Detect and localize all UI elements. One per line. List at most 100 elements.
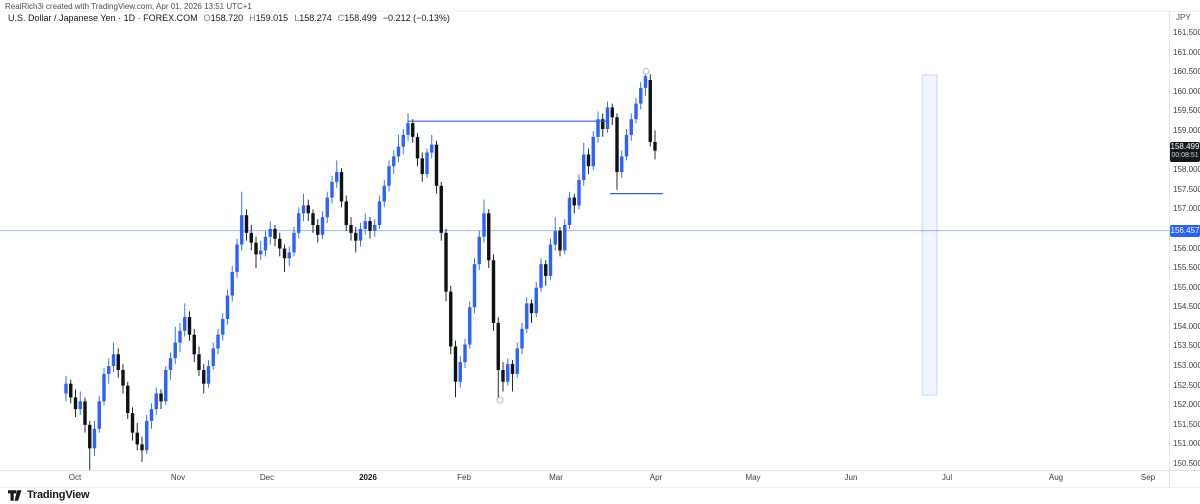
candle[interactable] [211,342,215,370]
candle[interactable] [145,415,149,455]
candle[interactable] [306,199,310,222]
candle[interactable] [83,397,87,433]
candle[interactable] [586,148,591,175]
candle[interactable] [406,113,410,141]
candle[interactable] [648,74,652,147]
candle[interactable] [548,238,553,280]
candle[interactable] [259,240,263,261]
candle[interactable] [287,246,291,267]
candle[interactable] [140,436,144,463]
candle[interactable] [159,389,163,410]
candle[interactable] [591,130,595,171]
candle[interactable] [420,152,424,182]
candle[interactable] [297,207,301,239]
candle[interactable] [102,368,106,406]
candle[interactable] [396,134,401,163]
candle[interactable] [97,395,101,433]
candle[interactable] [111,342,116,372]
candle[interactable] [387,160,391,192]
candle[interactable] [230,266,234,302]
candle[interactable] [225,289,230,325]
candle[interactable] [254,236,258,269]
candle[interactable] [605,101,610,133]
candle[interactable] [249,225,253,251]
candle[interactable] [377,195,382,229]
candle[interactable] [491,254,496,331]
drawing-anchor-point[interactable] [496,396,504,404]
candle[interactable] [463,338,467,369]
candle[interactable] [411,119,415,143]
candle[interactable] [430,134,434,159]
candle[interactable] [596,111,600,143]
candle[interactable] [273,225,277,247]
candle[interactable] [610,103,614,126]
drawing-anchor-point[interactable] [642,67,650,75]
candle[interactable] [558,226,562,257]
candle[interactable] [325,191,329,224]
candle[interactable] [458,356,462,388]
candle[interactable] [88,420,92,470]
candle[interactable] [582,142,586,186]
candle[interactable] [553,217,557,251]
candle[interactable] [572,193,576,214]
candle[interactable] [373,219,377,237]
candle[interactable] [563,219,567,255]
candle[interactable] [344,195,348,231]
candle[interactable] [539,258,543,292]
candle[interactable] [544,260,548,286]
candle[interactable] [534,281,538,318]
candle[interactable] [216,328,220,355]
candle[interactable] [154,387,158,416]
candle[interactable] [453,340,458,398]
candle[interactable] [525,297,529,333]
candle[interactable] [178,322,182,353]
candle[interactable] [425,148,429,178]
candle[interactable] [126,381,130,419]
candle[interactable] [292,226,296,257]
candle[interactable] [392,150,396,175]
candle[interactable] [116,348,120,378]
candle[interactable] [515,342,519,378]
symbol-title[interactable]: U.S. Dollar / Japanese Yen · 1D · FOREX.… [8,13,198,23]
tradingview-logo[interactable]: TradingView [8,489,90,501]
candle[interactable] [510,360,515,392]
candle[interactable] [482,199,486,243]
candle[interactable] [197,346,201,376]
candle[interactable] [349,217,353,241]
candle[interactable] [487,209,491,269]
candle[interactable] [69,379,73,404]
candle[interactable] [577,174,581,210]
candle[interactable] [221,313,225,341]
candle[interactable] [168,352,173,380]
candle[interactable] [330,176,334,204]
candle[interactable] [615,113,619,190]
candle[interactable] [206,360,211,388]
candle[interactable] [244,209,249,241]
candle[interactable] [183,303,187,337]
candle[interactable] [639,82,643,110]
candle[interactable] [335,160,339,188]
candle[interactable] [449,285,453,355]
candle[interactable] [382,179,386,208]
candle[interactable] [401,129,405,155]
candle[interactable] [444,228,448,302]
candle[interactable] [240,191,244,251]
candle[interactable] [282,244,287,273]
candle[interactable] [439,181,443,241]
candle[interactable] [434,140,439,194]
candle[interactable] [130,407,135,441]
candle[interactable] [501,362,505,392]
candle[interactable] [472,258,477,314]
candle[interactable] [629,113,633,141]
candle[interactable] [92,420,97,457]
candle[interactable] [529,299,534,323]
candle[interactable] [653,130,657,160]
candle[interactable] [320,211,325,239]
candle[interactable] [173,326,177,365]
candle[interactable] [301,193,306,222]
candle[interactable] [520,322,524,355]
candle[interactable] [354,226,358,253]
candle[interactable] [135,422,139,451]
